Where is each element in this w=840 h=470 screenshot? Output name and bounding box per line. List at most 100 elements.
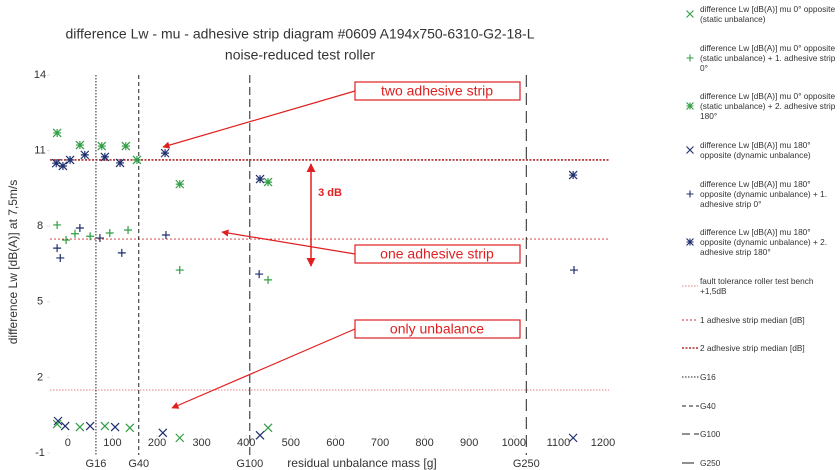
legend-swatch (686, 190, 694, 198)
scatter-point (60, 421, 70, 431)
legend-label: difference Lw [dB(A)] mu 180° opposite (… (700, 178, 828, 209)
legend-label: G100 (700, 429, 721, 440)
legend-entry: difference Lw [dB(A)] mu 180° opposite (… (682, 227, 837, 257)
scatter-point (255, 174, 265, 184)
x-axis-label: residual unbalance mass [g] (287, 456, 436, 470)
scatter-point (58, 161, 68, 171)
legend-entry: G100 (682, 429, 837, 439)
legend-entry: difference Lw [dB(A)] mu 180° opposite (… (682, 140, 837, 160)
scatter-point (53, 244, 62, 253)
legend-entry: difference Lw [dB(A)] mu 0° opposite (st… (682, 4, 837, 24)
scatter-point (105, 229, 114, 238)
y-tick-label: -1 (35, 447, 45, 459)
scatter-point (56, 253, 65, 262)
annotation-arrow (221, 229, 356, 255)
scatter-point (52, 419, 62, 429)
scatter-point (97, 141, 107, 151)
y-tick-label: 14 (34, 69, 46, 81)
scatter-point (110, 422, 120, 432)
legend-label: fault tolerance roller test bench +1,5dB (700, 275, 814, 296)
legend-label: difference Lw [dB(A)] mu 180° opposite (… (700, 139, 811, 160)
scatter-point (115, 158, 125, 168)
legend-swatch (682, 433, 699, 435)
vertical-line-label: G40 (128, 458, 149, 470)
scatter-point (100, 421, 110, 431)
y-tick-label: 5 (37, 296, 43, 308)
scatter-point (75, 223, 84, 232)
scatter-point (263, 177, 273, 187)
legend-label: G250 (700, 457, 721, 468)
x-tick-label: 100 (103, 437, 121, 449)
legend-label: difference Lw [dB(A)] mu 0° opposite (st… (700, 4, 836, 24)
legend-label: 1 adhesive strip median [dB] (700, 314, 805, 325)
scatter-point (175, 179, 185, 189)
legend-swatch (686, 54, 694, 62)
scatter-point (121, 141, 131, 151)
y-tick-label: 8 (37, 220, 43, 232)
legend-swatch (682, 319, 698, 321)
scatter-point (70, 229, 79, 238)
legend-entry: G250 (682, 458, 837, 468)
legend-label: difference Lw [dB(A)] mu 0° opposite (st… (700, 42, 836, 73)
x-tick-label: 500 (282, 437, 300, 449)
vertical-line-label: G100 (236, 458, 263, 470)
x-tick-label: 400 (237, 437, 255, 449)
scatter-point (95, 234, 104, 243)
legend-swatch (686, 102, 694, 111)
annotation-arrow (162, 90, 356, 149)
scatter-point (53, 416, 63, 426)
legend-entry: 1 adhesive strip median [dB] (682, 315, 837, 325)
x-tick-label: 700 (371, 437, 389, 449)
x-tick-label: 900 (460, 437, 478, 449)
legend: difference Lw [dB(A)] mu 0° opposite (st… (682, 4, 837, 468)
annotation-text: only unbalance (390, 321, 484, 337)
x-tick-label: 1000 (502, 437, 526, 449)
legend-entry: G16 (682, 372, 837, 382)
annotation-box (354, 244, 521, 264)
x-tick-label: 0 (65, 437, 71, 449)
scatter-point (161, 231, 170, 240)
legend-label: 2 adhesive strip median [dB] (700, 343, 805, 354)
legend-swatch (686, 238, 694, 247)
legend-swatch (682, 347, 698, 349)
scatter-point (117, 248, 126, 257)
vertical-line-label: G16 (86, 458, 107, 470)
scatter-point (175, 433, 185, 443)
legend-swatch (686, 146, 694, 154)
scatter-point (570, 266, 579, 275)
y-tick-label: 2 (37, 371, 43, 383)
scatter-point (100, 152, 110, 162)
legend-entry: difference Lw [dB(A)] mu 180° opposite (… (682, 179, 837, 209)
scatter-point (160, 148, 170, 158)
scatter-point (125, 423, 135, 433)
scatter-point (62, 236, 71, 245)
legend-entry: G40 (682, 401, 837, 411)
scatter-point (51, 158, 61, 168)
annotation-text: two adhesive strip (381, 83, 493, 99)
scatter-point (86, 232, 95, 241)
annotation-box (354, 81, 521, 101)
x-tick-label: 600 (326, 437, 344, 449)
scatter-point (53, 220, 62, 229)
legend-label: difference Lw [dB(A)] mu 0° opposite (st… (700, 91, 836, 122)
scatter-point (75, 140, 85, 150)
legend-entry: 2 adhesive strip median [dB] (682, 343, 837, 353)
scatter-point (52, 128, 62, 138)
annotation-box (354, 319, 521, 339)
scatter-point (175, 266, 184, 275)
legend-label: G40 (700, 400, 716, 411)
y-tick-label: 11 (34, 145, 45, 157)
legend-swatch (682, 462, 699, 464)
scatter-point (568, 433, 578, 443)
scatter-point (255, 430, 265, 440)
legend-entry: difference Lw [dB(A)] mu 0° opposite (st… (682, 43, 837, 73)
annotation-text: 3 dB (318, 187, 342, 199)
legend-entry: difference Lw [dB(A)] mu 0° opposite (st… (682, 91, 837, 121)
vertical-line-label: G250 (513, 458, 540, 470)
scatter-point (255, 270, 264, 279)
annotation-text: one adhesive strip (380, 246, 494, 262)
x-tick-label: 200 (148, 437, 166, 449)
scatter-point (263, 423, 273, 433)
chart-title: difference Lw - mu - adhesive strip diag… (65, 26, 534, 42)
